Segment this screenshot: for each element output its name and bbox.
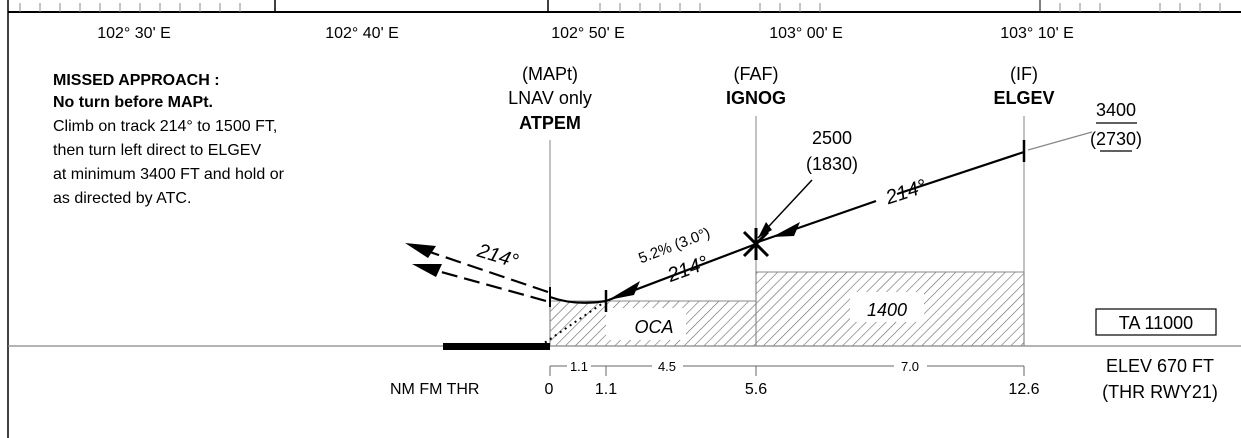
missed-approach-line: Climb on track 214° to 1500 FT, [53, 118, 277, 135]
missed-approach-title: MISSED APPROACH : [53, 72, 220, 89]
longitude-labels: 102° 30' E 102° 40' E 102° 50' E 103° 00… [97, 25, 1074, 42]
fix-if: (IF) ELGEV [993, 64, 1054, 108]
intermediate-track: 214° [757, 140, 1026, 244]
distance-segment: 7.0 [901, 359, 919, 374]
faf-altitude-callout: 2500 (1830) [757, 128, 858, 239]
oca-label-bg [606, 308, 686, 340]
missed-approach-line: at minimum 3400 FT and hold or [53, 166, 285, 183]
elevation-label: ELEV 670 FT (THR RWY21) [1102, 356, 1218, 402]
missed-track-label: 214° [474, 239, 521, 272]
oca-areas: OCA 1400 [549, 271, 1025, 347]
missed-approach-text: MISSED APPROACH : No turn before MAPt. C… [53, 72, 285, 207]
fix-note: LNAV only [508, 88, 592, 108]
distance-segment: 4.5 [658, 359, 676, 374]
distance-segment: 1.1 [570, 359, 588, 374]
distance-mark: 1.1 [595, 381, 617, 398]
faf-height: (1830) [806, 154, 858, 174]
fix-role: (IF) [1010, 64, 1038, 84]
fix-faf: (FAF) IGNOG [726, 64, 786, 108]
missed-approach-line: as directed by ATC. [53, 190, 191, 207]
fix-name: IGNOG [726, 88, 786, 108]
elevation-line1: ELEV 670 FT [1106, 356, 1214, 376]
oca-label: OCA [634, 317, 673, 337]
if-altitude-callout: 3400 (2730) [1027, 100, 1142, 152]
oca-value-bg [850, 292, 924, 322]
elevation-line2: (THR RWY21) [1102, 382, 1218, 402]
final-track: 214° 5.2% (3.0°) [604, 224, 757, 312]
transition-altitude-box: TA 11000 [1095, 308, 1217, 336]
runway-bar [443, 343, 550, 350]
distance-scale-label: NM FM THR [390, 381, 479, 398]
longitude-label: 102° 40' E [325, 25, 399, 42]
missed-approach-subtitle: No turn before MAPt. [53, 94, 213, 111]
missed-arrowhead [412, 264, 442, 277]
missed-approach-line: then turn left direct to ELGEV [53, 142, 261, 159]
faf-cross-symbol [742, 228, 770, 260]
distance-mark: 12.6 [1008, 381, 1039, 398]
fix-role: (FAF) [734, 64, 779, 84]
chart-frame [7, 0, 1241, 438]
missed-arrowhead [405, 243, 436, 258]
longitude-label: 102° 30' E [97, 25, 171, 42]
fix-name: ATPEM [519, 113, 581, 133]
faf-altitude: 2500 [812, 128, 852, 148]
distance-mark: 5.6 [745, 381, 767, 398]
longitude-label: 103° 00' E [769, 25, 843, 42]
fix-role: (MAPt) [522, 64, 578, 84]
distance-scale: 1.1 4.5 7.0 NM FM THR 0 1.1 5.6 12.6 [390, 359, 1040, 398]
if-altitude: 3400 [1096, 100, 1136, 120]
top-tick-strip [19, 3, 1221, 12]
longitude-label: 103° 10' E [1000, 25, 1074, 42]
missed-approach-path: 214° [405, 239, 607, 307]
fix-name: ELGEV [993, 88, 1054, 108]
final-track-label: 214° [664, 252, 711, 287]
visual-segment [539, 300, 607, 347]
distance-mark: 0 [545, 381, 554, 398]
oca-intermediate-value: 1400 [867, 300, 907, 320]
if-height: (2730) [1090, 129, 1142, 149]
intermediate-track-label: 214° [882, 175, 929, 209]
transition-altitude: TA 11000 [1119, 313, 1193, 333]
fix-mapt: (MAPt) LNAV only ATPEM [508, 64, 592, 133]
track-arrowhead [608, 281, 640, 300]
track-arrowhead [772, 222, 800, 237]
longitude-label: 102° 50' E [551, 25, 625, 42]
